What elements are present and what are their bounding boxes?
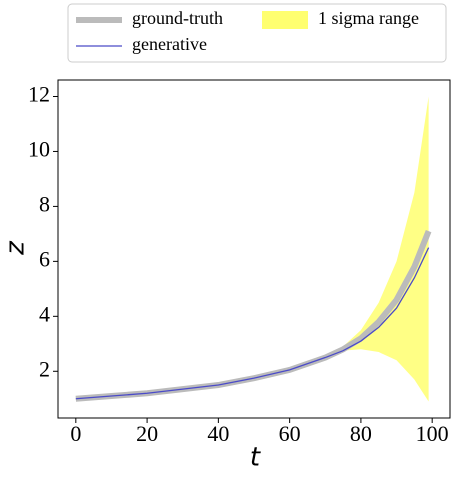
y-tick-label: 8 <box>39 191 50 216</box>
x-tick-label: 0 <box>70 421 81 446</box>
legend-label: generative <box>132 34 207 54</box>
x-tick-label: 100 <box>416 421 449 446</box>
legend-label: 1 sigma range <box>318 8 419 28</box>
y-axis-label: z <box>1 240 31 256</box>
plot-frame <box>57 79 451 419</box>
y-tick-label: 2 <box>39 356 50 381</box>
x-tick-label: 20 <box>136 421 158 446</box>
legend-label: ground-truth <box>132 8 223 28</box>
line <box>75 247 430 400</box>
y-tick-label: 12 <box>28 82 50 107</box>
x-axis-label: t <box>250 443 261 473</box>
x-tick-label: 80 <box>350 421 372 446</box>
legend-box <box>67 3 447 63</box>
y-tick-label: 6 <box>39 246 50 271</box>
sigma-band <box>75 96 429 402</box>
x-tick-label: 40 <box>207 421 229 446</box>
x-tick-label: 60 <box>279 421 301 446</box>
legend-swatch <box>262 11 308 29</box>
y-tick-label: 4 <box>39 301 50 326</box>
y-tick-label: 10 <box>28 136 50 161</box>
